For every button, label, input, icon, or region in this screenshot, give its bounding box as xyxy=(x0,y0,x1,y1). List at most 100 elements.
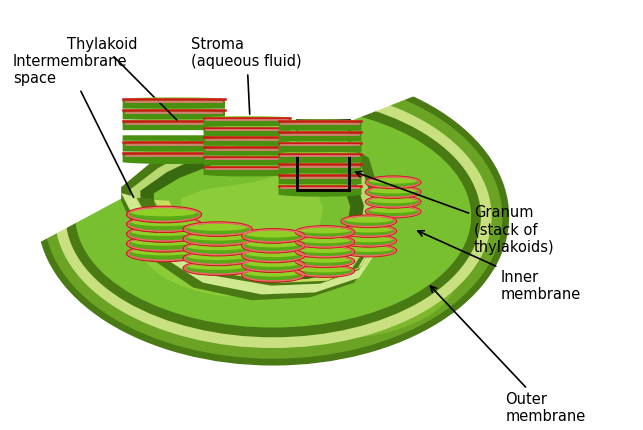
Ellipse shape xyxy=(242,249,304,263)
Ellipse shape xyxy=(127,227,201,243)
Ellipse shape xyxy=(366,206,421,218)
Ellipse shape xyxy=(242,259,304,273)
Ellipse shape xyxy=(127,246,201,262)
Ellipse shape xyxy=(296,246,354,257)
Ellipse shape xyxy=(341,245,396,256)
Ellipse shape xyxy=(298,237,351,243)
Ellipse shape xyxy=(298,227,351,233)
Text: Intermembrane
space: Intermembrane space xyxy=(13,54,134,197)
Ellipse shape xyxy=(123,97,224,101)
Ellipse shape xyxy=(203,209,421,301)
FancyBboxPatch shape xyxy=(204,166,290,175)
Ellipse shape xyxy=(127,207,201,222)
Ellipse shape xyxy=(131,227,197,236)
Ellipse shape xyxy=(242,268,304,282)
Ellipse shape xyxy=(183,243,252,256)
Ellipse shape xyxy=(344,236,394,242)
Ellipse shape xyxy=(131,208,197,216)
Ellipse shape xyxy=(368,197,418,203)
Ellipse shape xyxy=(204,116,290,120)
Ellipse shape xyxy=(341,245,396,257)
Ellipse shape xyxy=(298,246,351,253)
Ellipse shape xyxy=(204,126,290,130)
Ellipse shape xyxy=(127,246,201,261)
Ellipse shape xyxy=(279,141,361,145)
Ellipse shape xyxy=(127,226,201,242)
Text: Stroma
(aqueous fluid): Stroma (aqueous fluid) xyxy=(192,37,302,114)
FancyBboxPatch shape xyxy=(278,121,361,131)
Ellipse shape xyxy=(131,218,197,226)
Ellipse shape xyxy=(296,226,354,238)
Ellipse shape xyxy=(187,233,248,240)
Ellipse shape xyxy=(123,129,224,134)
Ellipse shape xyxy=(368,187,418,194)
FancyBboxPatch shape xyxy=(278,142,361,152)
Ellipse shape xyxy=(183,223,252,237)
Ellipse shape xyxy=(366,177,421,189)
Ellipse shape xyxy=(366,196,421,208)
Text: Outer
membrane: Outer membrane xyxy=(430,286,586,424)
Ellipse shape xyxy=(187,243,248,250)
Ellipse shape xyxy=(296,236,354,248)
Text: Inner
membrane: Inner membrane xyxy=(418,231,581,302)
Ellipse shape xyxy=(127,237,201,252)
Ellipse shape xyxy=(135,175,353,297)
Ellipse shape xyxy=(204,145,290,149)
Ellipse shape xyxy=(366,186,421,198)
Ellipse shape xyxy=(366,176,421,188)
Ellipse shape xyxy=(204,172,290,176)
Ellipse shape xyxy=(341,226,396,237)
Ellipse shape xyxy=(279,130,361,134)
Ellipse shape xyxy=(242,240,304,253)
Polygon shape xyxy=(154,153,350,270)
Ellipse shape xyxy=(296,237,354,248)
Ellipse shape xyxy=(366,206,421,218)
FancyBboxPatch shape xyxy=(278,132,361,141)
Polygon shape xyxy=(121,193,385,295)
Ellipse shape xyxy=(271,245,431,325)
Ellipse shape xyxy=(75,105,471,328)
Ellipse shape xyxy=(123,151,224,155)
Ellipse shape xyxy=(344,246,394,252)
Ellipse shape xyxy=(66,95,481,337)
Ellipse shape xyxy=(204,155,290,159)
Ellipse shape xyxy=(55,85,492,348)
Ellipse shape xyxy=(127,217,201,233)
FancyBboxPatch shape xyxy=(278,164,361,174)
Ellipse shape xyxy=(127,236,201,252)
Polygon shape xyxy=(137,198,379,286)
FancyBboxPatch shape xyxy=(123,131,225,141)
Polygon shape xyxy=(35,40,557,245)
Ellipse shape xyxy=(366,187,421,199)
Ellipse shape xyxy=(296,265,354,277)
Ellipse shape xyxy=(183,261,252,275)
Ellipse shape xyxy=(245,259,302,267)
Ellipse shape xyxy=(368,206,418,213)
FancyBboxPatch shape xyxy=(123,110,225,120)
Ellipse shape xyxy=(279,151,361,156)
Polygon shape xyxy=(131,132,374,291)
Ellipse shape xyxy=(245,249,302,257)
Ellipse shape xyxy=(131,237,197,246)
Ellipse shape xyxy=(123,108,224,112)
Ellipse shape xyxy=(296,246,354,258)
Ellipse shape xyxy=(344,226,394,233)
Ellipse shape xyxy=(183,262,252,276)
FancyBboxPatch shape xyxy=(123,99,225,109)
Bar xyxy=(296,120,349,190)
FancyBboxPatch shape xyxy=(278,175,361,184)
FancyBboxPatch shape xyxy=(123,142,225,152)
Ellipse shape xyxy=(187,223,248,231)
Ellipse shape xyxy=(37,67,509,365)
Ellipse shape xyxy=(204,165,290,169)
Ellipse shape xyxy=(123,160,224,164)
Ellipse shape xyxy=(183,222,252,236)
Ellipse shape xyxy=(183,252,252,265)
Ellipse shape xyxy=(44,74,502,359)
Ellipse shape xyxy=(127,207,201,223)
Ellipse shape xyxy=(187,252,248,260)
Ellipse shape xyxy=(279,173,361,177)
Polygon shape xyxy=(140,141,364,281)
Ellipse shape xyxy=(242,239,304,252)
FancyBboxPatch shape xyxy=(278,185,361,195)
